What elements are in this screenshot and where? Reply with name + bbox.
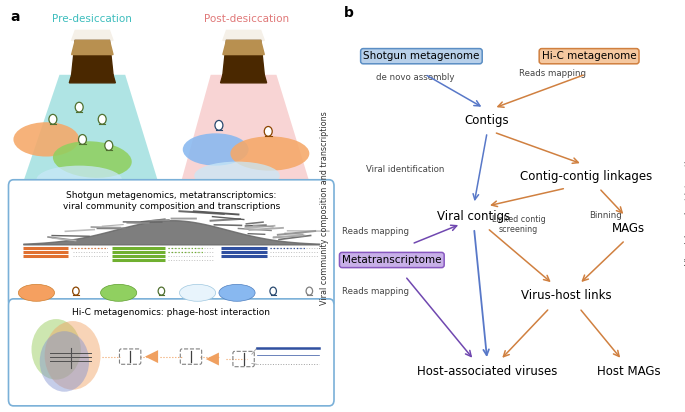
Polygon shape bbox=[145, 350, 158, 363]
Text: Metatranscriptome: Metatranscriptome bbox=[342, 255, 442, 265]
Text: Contig-contig linkages: Contig-contig linkages bbox=[520, 170, 652, 183]
Circle shape bbox=[105, 140, 113, 150]
Polygon shape bbox=[221, 75, 266, 83]
Text: Post-desiccation: Post-desiccation bbox=[204, 14, 290, 24]
Ellipse shape bbox=[183, 133, 249, 166]
Text: Pre-desiccation: Pre-desiccation bbox=[52, 14, 132, 24]
Text: Reads mapping: Reads mapping bbox=[342, 287, 409, 296]
Circle shape bbox=[40, 331, 89, 392]
Polygon shape bbox=[181, 75, 310, 182]
FancyBboxPatch shape bbox=[8, 180, 334, 307]
Text: Shotgun metagenomics, metatranscriptomics:
viral community composition and trans: Shotgun metagenomics, metatranscriptomic… bbox=[62, 191, 280, 211]
Text: Hi-C metagenome: Hi-C metagenome bbox=[542, 51, 636, 61]
Text: b: b bbox=[344, 6, 353, 20]
Ellipse shape bbox=[36, 166, 122, 194]
Circle shape bbox=[158, 287, 164, 295]
Text: Linked contig
screening: Linked contig screening bbox=[492, 215, 545, 234]
Ellipse shape bbox=[18, 284, 55, 301]
Ellipse shape bbox=[179, 284, 216, 301]
Circle shape bbox=[215, 120, 223, 130]
Circle shape bbox=[306, 287, 312, 295]
Ellipse shape bbox=[219, 284, 255, 301]
Text: Host MAGs: Host MAGs bbox=[597, 365, 660, 378]
Polygon shape bbox=[223, 40, 264, 55]
Polygon shape bbox=[223, 40, 264, 75]
Polygon shape bbox=[23, 75, 158, 182]
Polygon shape bbox=[223, 30, 264, 40]
Ellipse shape bbox=[195, 162, 279, 190]
Circle shape bbox=[98, 115, 106, 124]
Circle shape bbox=[73, 287, 79, 295]
Text: Hi-C metagenomics: phage-host interaction: Hi-C metagenomics: phage-host interactio… bbox=[72, 308, 271, 317]
Text: Binning: Binning bbox=[589, 211, 622, 220]
Ellipse shape bbox=[230, 136, 310, 171]
Text: Reads mapping: Reads mapping bbox=[342, 227, 409, 236]
Circle shape bbox=[270, 287, 277, 295]
Text: de novo assembly: de novo assembly bbox=[375, 73, 454, 82]
Text: Viral identification: Viral identification bbox=[366, 165, 444, 174]
Ellipse shape bbox=[101, 284, 137, 301]
Circle shape bbox=[79, 135, 86, 144]
Text: Host-associated viruses: Host-associated viruses bbox=[417, 365, 558, 378]
Ellipse shape bbox=[53, 141, 132, 178]
Polygon shape bbox=[206, 353, 219, 365]
Polygon shape bbox=[72, 40, 113, 75]
Polygon shape bbox=[72, 30, 113, 40]
Ellipse shape bbox=[14, 122, 79, 157]
Circle shape bbox=[264, 126, 272, 136]
Polygon shape bbox=[72, 40, 113, 55]
FancyBboxPatch shape bbox=[8, 299, 334, 406]
Text: Shotgun metagenome: Shotgun metagenome bbox=[363, 51, 479, 61]
Circle shape bbox=[75, 102, 83, 112]
Polygon shape bbox=[69, 75, 115, 83]
Circle shape bbox=[45, 321, 101, 390]
Text: MAGs: MAGs bbox=[612, 222, 645, 234]
Text: Viral contigs: Viral contigs bbox=[438, 210, 510, 222]
Text: Reads mapping: Reads mapping bbox=[519, 69, 586, 78]
Circle shape bbox=[32, 319, 81, 379]
Text: a: a bbox=[10, 10, 20, 24]
Text: Contigs: Contigs bbox=[465, 114, 510, 126]
Circle shape bbox=[49, 115, 57, 124]
Text: Viral community composition and transcriptions: Viral community composition and transcri… bbox=[320, 111, 329, 305]
Text: Virus-host links: Virus-host links bbox=[521, 290, 612, 302]
